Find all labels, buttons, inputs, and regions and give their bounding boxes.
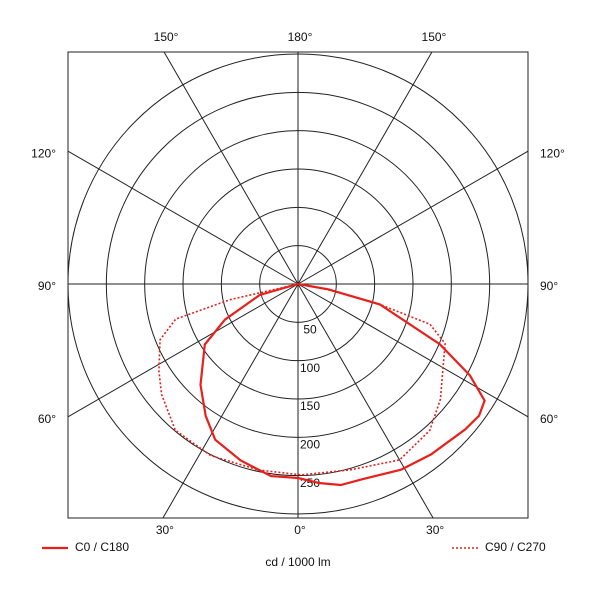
legend-label: C0 / C180 bbox=[75, 540, 129, 554]
angle-tick-label: 120° bbox=[540, 146, 565, 160]
curve bbox=[199, 282, 486, 487]
angle-tick-label: 120° bbox=[31, 146, 56, 160]
spoke bbox=[297, 283, 529, 418]
angle-tick-label: 0° bbox=[294, 523, 306, 537]
spoke bbox=[162, 283, 299, 519]
curve bbox=[158, 283, 446, 476]
spoke bbox=[297, 51, 433, 285]
legend-label: C90 / C270 bbox=[485, 540, 546, 554]
angle-tick-label: 30° bbox=[156, 523, 174, 537]
radial-tick-label: 200 bbox=[300, 438, 320, 452]
angle-tick-label: 90° bbox=[38, 279, 56, 293]
angle-tick-label: 30° bbox=[426, 523, 444, 537]
spoke bbox=[297, 283, 434, 519]
spoke bbox=[163, 51, 299, 285]
angle-tick-label: 150° bbox=[154, 30, 179, 44]
radial-tick-label: 150 bbox=[300, 399, 320, 413]
spoke bbox=[67, 150, 299, 285]
angle-tick-label: 150° bbox=[422, 30, 447, 44]
spoke bbox=[297, 150, 529, 285]
spoke bbox=[67, 283, 299, 418]
angle-tick-label: 60° bbox=[38, 412, 56, 426]
angle-tick-label: 60° bbox=[540, 412, 558, 426]
angle-tick-label: 180° bbox=[288, 30, 313, 44]
angle-tick-label: 90° bbox=[540, 279, 558, 293]
radial-tick-label: 100 bbox=[300, 361, 320, 375]
axis-label: cd / 1000 lm bbox=[265, 555, 330, 569]
radial-tick-label: 50 bbox=[303, 323, 317, 337]
